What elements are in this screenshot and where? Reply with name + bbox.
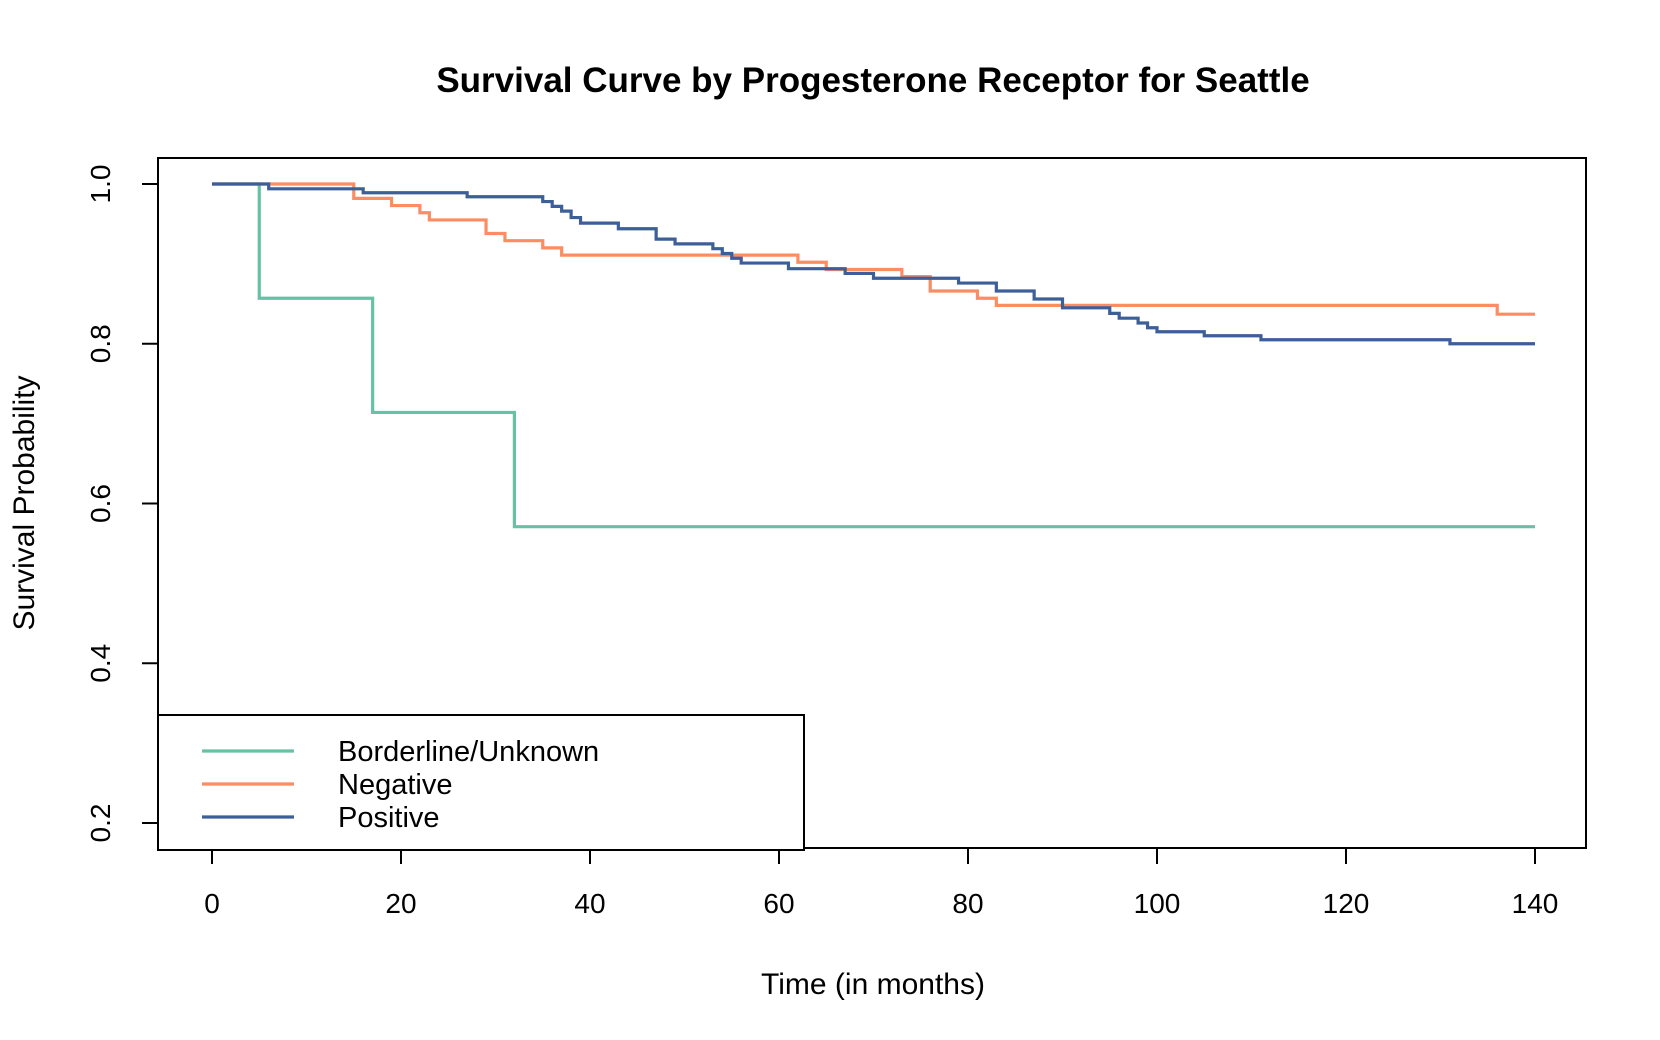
x-axis: 0 20 40 60 80 100 120 140 <box>204 847 1559 919</box>
y-tick-label: 0.6 <box>85 484 116 523</box>
x-tick-label: 100 <box>1134 888 1181 919</box>
x-axis-label: Time (in months) <box>761 968 985 1001</box>
legend-label: Negative <box>338 769 452 801</box>
y-tick-label: 0.8 <box>85 324 116 363</box>
x-tick-label: 80 <box>952 888 983 919</box>
x-tick-label: 0 <box>204 888 220 919</box>
series-layer <box>212 182 1535 529</box>
chart-title: Survival Curve by Progesterone Receptor … <box>436 61 1309 100</box>
y-tick-label: 0.2 <box>85 804 116 843</box>
x-tick-label: 20 <box>385 888 416 919</box>
series-line-borderline-unknown <box>212 182 1535 529</box>
x-tick-label: 40 <box>574 888 605 919</box>
y-tick-label: 0.4 <box>85 644 116 683</box>
x-tick-label: 60 <box>763 888 794 919</box>
series-line-positive <box>212 182 1535 346</box>
y-tick-label: 1.0 <box>85 165 116 204</box>
legend-label: Borderline/Unknown <box>338 736 599 768</box>
x-tick-label: 120 <box>1323 888 1370 919</box>
x-tick-label: 140 <box>1512 888 1559 919</box>
y-axis: 0.2 0.4 0.6 0.8 1.0 <box>85 165 159 843</box>
y-axis-label: Survival Probability <box>8 375 41 630</box>
legend-label: Positive <box>338 802 440 834</box>
series-line-negative <box>212 182 1535 316</box>
